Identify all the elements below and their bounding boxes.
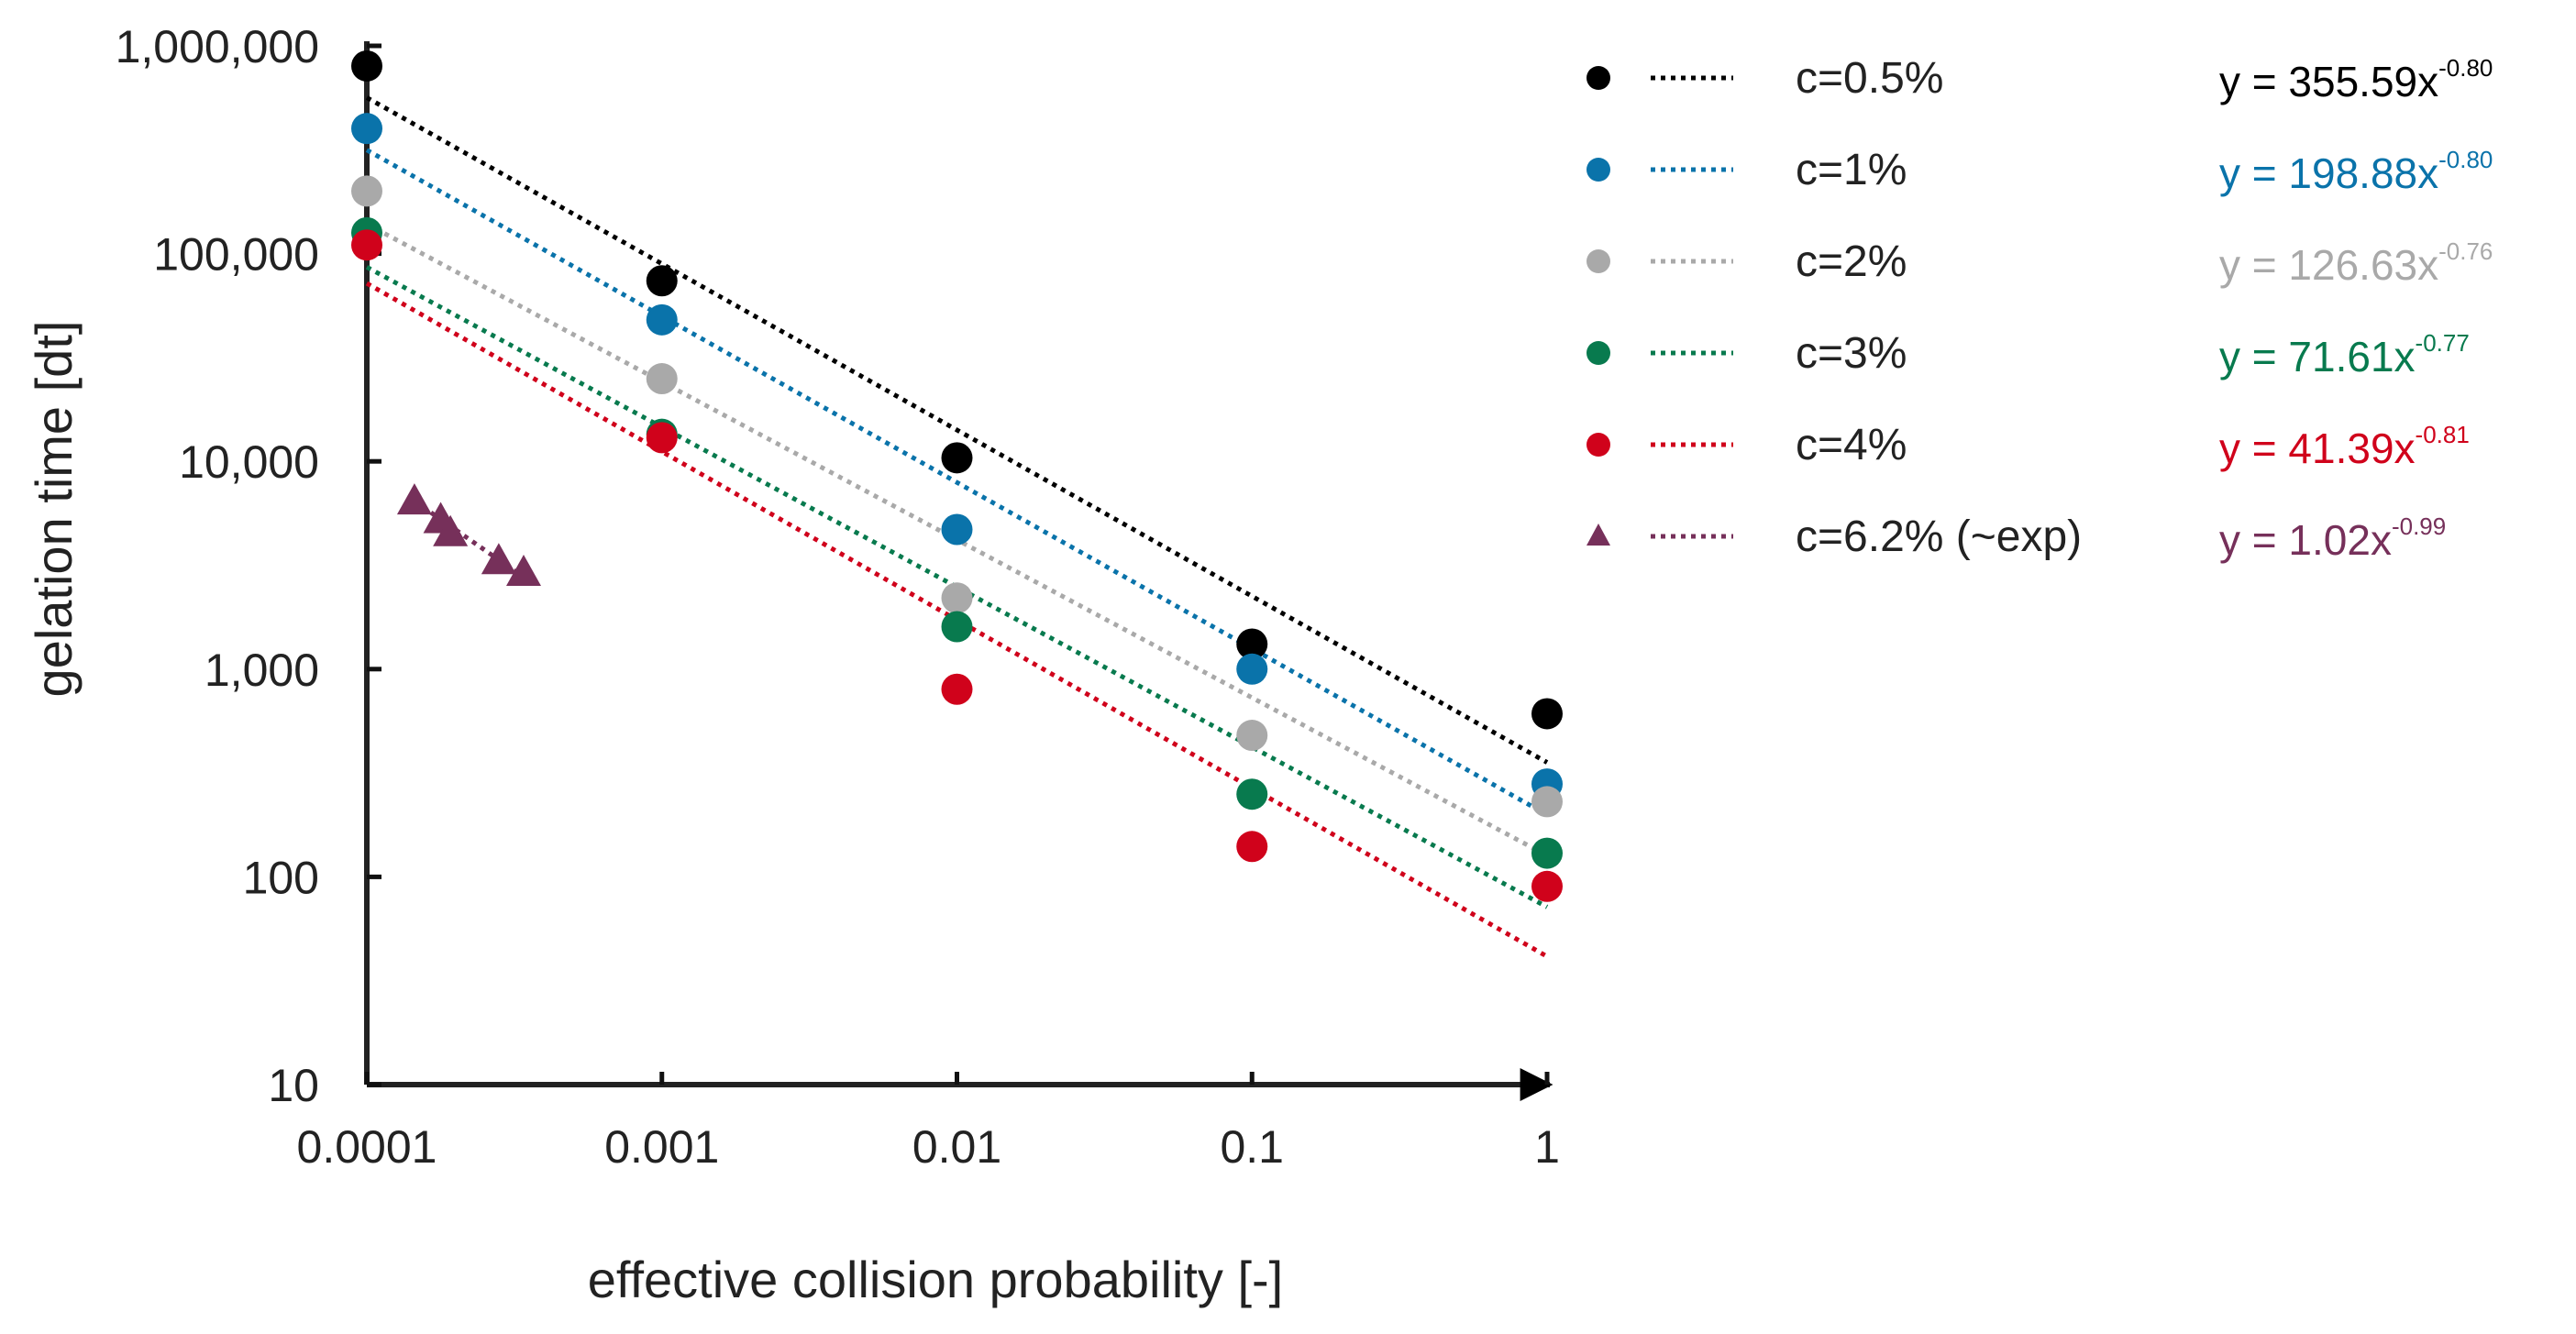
trendline-5 (413, 499, 525, 579)
trendline-0 (365, 95, 1549, 765)
data-point-triangle (481, 543, 516, 575)
legend-label: c=0.5% (1796, 54, 1943, 103)
legend-label: c=4% (1796, 421, 1907, 469)
data-point (351, 50, 382, 82)
data-point (1236, 720, 1268, 752)
legend-entry: c=6.2% (~exp) y = 1.02x-0.99 (1587, 513, 2446, 564)
data-point (646, 303, 678, 336)
trendline-equation: y = 1.02x-0.99 (2219, 513, 2446, 564)
legend-label: c=1% (1796, 146, 1907, 194)
data-point (1531, 870, 1563, 902)
data-point (1236, 653, 1268, 685)
x-tick-label: 0.1 (1220, 1121, 1284, 1173)
legend-entry: c=3% y = 71.61x-0.77 (1587, 329, 2470, 380)
trendline-equation: y = 41.39x-0.81 (2219, 421, 2470, 472)
legend-marker (1587, 249, 1610, 273)
trendline-equation: y = 355.59x-0.80 (2219, 54, 2493, 105)
legend-entry: c=0.5% y = 355.59x-0.80 (1587, 54, 2493, 105)
data-point (1531, 837, 1563, 869)
data-point (646, 422, 678, 454)
data-point-triangle (506, 555, 542, 587)
equation-exponent: -0.81 (2416, 421, 2470, 448)
y-tick-label: 10,000 (179, 436, 319, 488)
y-tick-label: 10 (268, 1060, 319, 1111)
data-point (1236, 628, 1268, 660)
legend-label: c=2% (1796, 237, 1907, 286)
trendline-3 (365, 265, 1549, 910)
legend-marker (1587, 66, 1610, 90)
data-point (1236, 778, 1268, 810)
data-point (941, 513, 973, 546)
legend-entry: c=2% y = 126.63x-0.76 (1587, 237, 2493, 289)
y-tick-label: 1,000,000 (116, 21, 319, 72)
x-tick-label: 0.0001 (297, 1121, 437, 1173)
legend-label: c=3% (1796, 329, 1907, 378)
trendline-equation: y = 198.88x-0.80 (2219, 146, 2493, 197)
data-point (1531, 786, 1563, 818)
legend-marker (1587, 524, 1610, 546)
legend-marker (1587, 158, 1610, 182)
data-point (1236, 831, 1268, 863)
legend-entry: c=4% y = 41.39x-0.81 (1587, 421, 2470, 472)
data-point (941, 582, 973, 614)
x-axis-label: effective collision probability [-] (588, 1251, 1283, 1308)
data-point-triangle (396, 483, 432, 515)
y-tick-label: 100,000 (153, 229, 319, 281)
equation-exponent: -0.80 (2438, 146, 2493, 173)
legend-marker (1587, 341, 1610, 365)
data-point (646, 363, 678, 395)
data-point (1531, 698, 1563, 730)
legend-label: c=6.2% (~exp) (1796, 513, 2082, 561)
data-point (941, 442, 973, 474)
y-axis-label: gelation time [dt] (25, 321, 83, 698)
data-point-triangle (433, 514, 469, 546)
trendline-equation: y = 126.63x-0.76 (2219, 237, 2493, 289)
data-point (646, 265, 678, 297)
equation-exponent: -0.80 (2438, 54, 2493, 82)
data-point (351, 229, 382, 261)
equation-exponent: -0.99 (2392, 513, 2446, 540)
equation-exponent: -0.76 (2438, 237, 2493, 265)
x-tick-label: 0.01 (912, 1121, 1001, 1173)
x-tick-label: 1 (1534, 1121, 1560, 1173)
legend-entry: c=1% y = 198.88x-0.80 (1587, 146, 2493, 197)
y-tick-label: 100 (243, 852, 319, 903)
trendline-1 (365, 148, 1549, 817)
trendline-equation: y = 71.61x-0.77 (2219, 329, 2470, 380)
equation-exponent: -0.77 (2416, 329, 2470, 357)
data-point (351, 113, 382, 145)
x-tick-label: 0.001 (604, 1121, 719, 1173)
data-point (941, 611, 973, 643)
data-point (351, 175, 382, 207)
y-tick-label: 1,000 (205, 645, 319, 696)
legend-marker (1587, 433, 1610, 457)
data-point (941, 673, 973, 705)
